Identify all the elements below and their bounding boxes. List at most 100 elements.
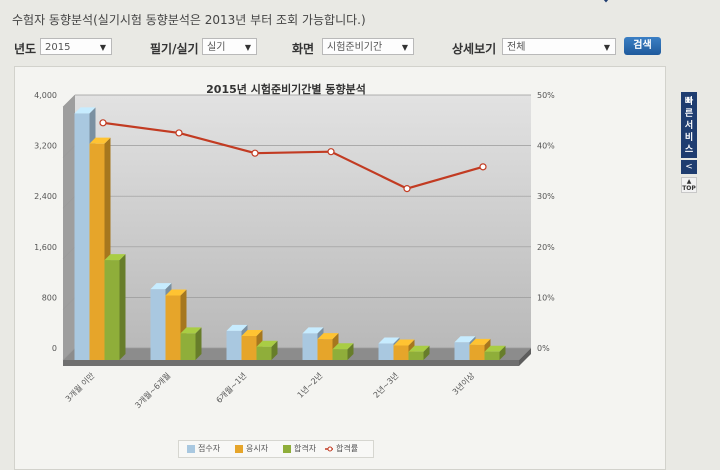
bar-examinees [89, 143, 105, 360]
y-right-tick-label: 30% [537, 192, 555, 201]
legend-label-examinees: 응시자 [246, 444, 269, 453]
y-left-tick-label: 1,600 [34, 243, 57, 252]
bar-top [226, 324, 248, 331]
y-left-tick-label: 3,200 [34, 142, 57, 151]
y-right-tick-label: 50% [537, 91, 555, 100]
bar-top [332, 343, 354, 350]
gridline-depth [62, 347, 76, 361]
x-tick-label: 2년~3년 [371, 370, 400, 399]
bar-side [499, 345, 506, 360]
bar-top [256, 340, 278, 347]
bar-passers [180, 333, 196, 360]
bar-side [423, 345, 430, 360]
bar-top [393, 339, 415, 346]
bar-passers [256, 346, 272, 360]
bar-passers [104, 260, 120, 360]
bar-side [271, 340, 278, 360]
pass-rate-point [99, 119, 107, 127]
bar-examinees [165, 295, 181, 360]
year-select[interactable]: 2015 ▼ [40, 38, 112, 55]
bar-top [180, 327, 202, 334]
pass-rate-point [327, 148, 335, 156]
page-title: 수험자 동향분석(실기시험 동향분석은 2013년 부터 조회 가능합니다.) [12, 13, 366, 27]
bar-applicants [302, 333, 318, 360]
bar-top [378, 337, 400, 344]
bar-examinees [241, 335, 257, 360]
x-tick-label: 3개월~6개월 [133, 370, 173, 410]
detail-select[interactable]: 전체 ▼ [502, 38, 616, 55]
legend-swatch-passers [283, 445, 291, 453]
bar-applicants [150, 289, 166, 360]
y-right-tick-label: 20% [537, 243, 555, 252]
chart-legend: 접수자 응시자 합격자 합격률 [178, 440, 374, 458]
bar-top [74, 107, 96, 114]
y-right-tick-label: 10% [537, 293, 555, 302]
bar-side [347, 343, 354, 360]
quick-service-label: 빠른서비스 [684, 97, 694, 155]
bar-top [89, 137, 111, 144]
detail-label: 상세보기 [452, 42, 497, 56]
pass-rate-point [175, 129, 183, 137]
plot-floor-side [519, 348, 531, 366]
type-select-value: 실기 [207, 42, 226, 53]
top-button[interactable]: ▲ TOP [681, 177, 697, 193]
bar-top [317, 333, 339, 340]
bar-top [104, 254, 126, 261]
chevron-down-icon[interactable] [600, 0, 612, 4]
year-select-value: 2015 [45, 42, 71, 53]
legend-label-passers: 합격자 [294, 444, 317, 453]
gridline-depth [62, 145, 76, 158]
bar-passers [408, 351, 424, 360]
bar-examinees [469, 344, 485, 360]
plot-floor-front [63, 360, 519, 366]
gridline-depth [62, 195, 76, 209]
screen-select[interactable]: 시험준비기간 ▼ [322, 38, 414, 55]
chevron-left-icon[interactable]: < [681, 160, 697, 174]
quick-service-panel[interactable]: 빠른서비스 [681, 92, 697, 158]
bar-applicants [454, 342, 470, 360]
bar-top [150, 283, 172, 290]
type-select[interactable]: 실기 ▼ [202, 38, 257, 55]
caret-up-icon: ▲ [686, 178, 692, 185]
pass-rate-point [479, 163, 487, 171]
bar-passers [484, 351, 500, 360]
bar-applicants [74, 113, 90, 360]
plot-area [63, 95, 531, 366]
screen-select-value: 시험준비기간 [327, 42, 383, 53]
bars-layer [74, 107, 506, 360]
detail-select-value: 전체 [507, 42, 526, 53]
gridline-depth [62, 246, 76, 260]
pass-rate-line [102, 121, 484, 190]
legend-label-applicants: 접수자 [198, 444, 221, 453]
gridline-depth [62, 94, 76, 108]
legend-label-pass-rate: 합격률 [336, 444, 359, 453]
legend-swatch-examinees [235, 445, 243, 453]
chart-panel: 2015년 시험준비기간별 동향분석 0 0% 800 10% 1,600 20% 2,40… [14, 66, 666, 470]
bar-top [484, 345, 506, 352]
search-button[interactable]: 검색 [624, 37, 661, 55]
bar-top [454, 336, 476, 343]
bar-side [119, 254, 126, 360]
y-left-tick-label: 2,400 [34, 192, 57, 201]
plot-background [75, 95, 531, 348]
pass-rate-point [251, 149, 259, 157]
year-label: 년도 [14, 42, 37, 56]
bar-examinees [317, 339, 333, 360]
bar-passers [332, 349, 348, 360]
gridline-depth [62, 297, 76, 310]
y-left-tick-label: 800 [42, 293, 57, 302]
bar-top [241, 329, 263, 336]
bar-line-chart: 2015년 시험준비기간별 동향분석 0 0% 800 10% 1,600 20% 2,40… [34, 82, 555, 410]
x-tick-label: 6개월~1년 [214, 370, 249, 405]
legend-swatch-pass-rate [325, 446, 333, 452]
x-tick-label: 1년~2년 [295, 370, 324, 399]
bar-top [408, 345, 430, 352]
y-left-tick-label: 0 [52, 344, 57, 353]
dropdown-arrow-icon: ▼ [401, 43, 408, 52]
pass-rate-line-layer [99, 119, 487, 193]
type-label: 필기/실기 [150, 42, 199, 56]
legend-swatch-applicants [187, 445, 195, 453]
bar-top [302, 327, 324, 334]
chart-title: 2015년 시험준비기간별 동향분석 [206, 82, 366, 96]
bar-applicants [378, 343, 394, 360]
